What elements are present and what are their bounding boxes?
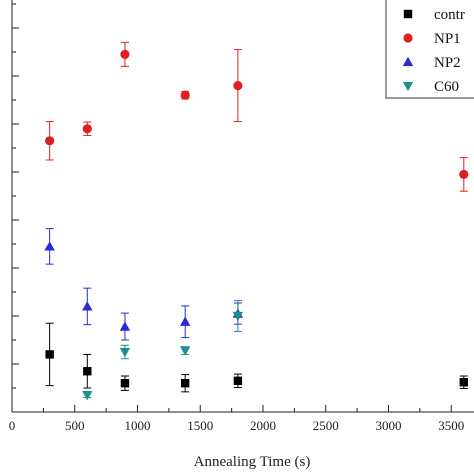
x-tick-label: 2000 bbox=[250, 418, 276, 433]
x-tick-label: 1500 bbox=[187, 418, 213, 433]
series-control bbox=[45, 322, 468, 393]
x-tick-label: 3500 bbox=[438, 418, 464, 433]
data-point bbox=[180, 379, 190, 388]
legend-marker-np2 bbox=[402, 56, 414, 67]
data-point bbox=[179, 346, 191, 356]
data-point bbox=[233, 81, 243, 91]
data-point bbox=[82, 391, 93, 401]
data-point bbox=[45, 350, 54, 359]
data-point bbox=[179, 316, 191, 326]
data-point bbox=[120, 379, 130, 388]
x-tick-label: 1000 bbox=[125, 418, 151, 433]
plot-frame bbox=[11, 0, 474, 413]
data-point bbox=[180, 90, 190, 100]
data-point bbox=[459, 169, 469, 179]
legend-marker-control bbox=[403, 9, 413, 19]
y-axis-ticks bbox=[12, 3, 19, 413]
data-point bbox=[45, 136, 55, 146]
data-point bbox=[82, 301, 93, 311]
data-point bbox=[82, 124, 92, 134]
data-point bbox=[44, 241, 55, 251]
legend-marker-c60 bbox=[402, 81, 414, 92]
data-point bbox=[119, 347, 131, 358]
data-point bbox=[120, 49, 130, 60]
legend-label-np1: NP1 bbox=[434, 31, 461, 47]
data-point bbox=[459, 378, 468, 387]
data-point bbox=[119, 321, 131, 331]
legend-label-control: contr bbox=[434, 7, 465, 23]
legend-marker-np1 bbox=[403, 33, 413, 43]
data-point bbox=[83, 367, 92, 376]
x-tick-label: 2500 bbox=[313, 418, 339, 433]
x-tick-label: 0 bbox=[9, 418, 16, 433]
x-axis-title: Annealing Time (s) bbox=[194, 454, 311, 470]
series-np1 bbox=[45, 41, 469, 192]
legend-box bbox=[385, 0, 474, 99]
series-c60 bbox=[82, 300, 244, 401]
legend-label-c60: C60 bbox=[434, 79, 459, 95]
data-point bbox=[233, 376, 243, 385]
legend: contr NP1 NP2 C60 bbox=[385, 0, 474, 99]
x-axis-ticks: 0 500 1000 1500 2000 2500 3000 3500 bbox=[9, 405, 464, 433]
data-series bbox=[44, 41, 469, 401]
legend-label-np2: NP2 bbox=[434, 55, 461, 71]
series-np2 bbox=[44, 228, 244, 341]
x-tick-label: 500 bbox=[65, 418, 85, 433]
x-tick-label: 3000 bbox=[376, 418, 402, 433]
data-point bbox=[232, 311, 244, 322]
